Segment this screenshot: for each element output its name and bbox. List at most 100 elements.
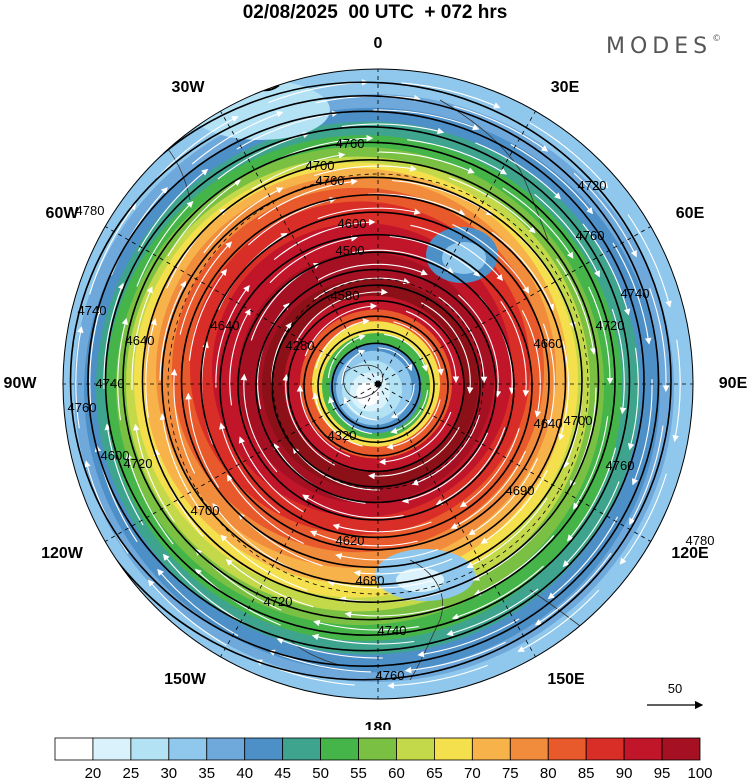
colorbar-tick-label: 60	[388, 765, 405, 782]
modes-logo-text: MODES	[606, 34, 713, 59]
contour-label-text: 4600	[101, 448, 130, 463]
streamline-87	[474, 535, 555, 596]
height-contour-6	[237, 251, 515, 521]
contour-label: 4760	[606, 458, 635, 473]
height-contour-2	[303, 315, 449, 457]
meridian-label-180: 180	[365, 720, 392, 730]
streamline-110	[311, 633, 415, 645]
colorbar-tick-label: 85	[578, 765, 595, 782]
streamline-144	[629, 425, 664, 525]
streamline-91	[145, 318, 157, 418]
latitude-circle-1	[167, 173, 589, 595]
contour-label-text: 4700	[191, 503, 220, 518]
contour-label: 4780	[76, 203, 105, 218]
streamline-52	[335, 548, 439, 561]
contour-label: 4720	[596, 318, 625, 333]
colorbar-swatch-10	[434, 737, 473, 761]
colorbar-tick-label: 50	[312, 765, 329, 782]
streamline-13	[378, 411, 452, 466]
colorbar-swatch-8	[358, 737, 397, 761]
contour-label: 4700	[191, 503, 220, 518]
forecast-title: 02/08/2025 00 UTC + 072 hrs	[242, 2, 508, 23]
streamline-149	[84, 460, 129, 554]
contour-label: 4740	[378, 623, 407, 638]
meridian-label-60e: 60E	[676, 205, 705, 222]
contour-label-text: 4620	[336, 533, 365, 548]
contour-label-text: 4700	[564, 413, 593, 428]
streamline-49	[410, 224, 504, 282]
height-contour-12	[122, 141, 616, 621]
coastline-6	[343, 364, 384, 399]
meridian-label-60w: 60W	[46, 205, 80, 222]
colorbar-tick-label: 75	[502, 765, 519, 782]
contour-label-text: 4740	[378, 623, 407, 638]
colorbar-tick-label: 40	[236, 765, 253, 782]
contour-label: 4600	[101, 448, 130, 463]
streamline-5	[390, 390, 429, 434]
streamline-141	[453, 105, 549, 152]
colorbar-tick-label: 95	[654, 765, 671, 782]
wind-speed-field	[63, 69, 693, 699]
streamline-102	[131, 286, 153, 390]
streamline-80	[159, 413, 200, 510]
streamline-14	[296, 384, 351, 458]
streamline-135	[157, 568, 239, 637]
streamline-4	[384, 333, 428, 372]
streamline-121	[417, 618, 520, 658]
meridian-label-120e: 120E	[671, 545, 709, 562]
contour-label: 4720	[578, 178, 607, 193]
streamline-12	[405, 310, 460, 384]
streamline-9	[386, 399, 441, 450]
colorbar-swatch-12	[509, 737, 549, 761]
colorbar-swatch-13	[547, 737, 587, 761]
streamline-152	[156, 116, 239, 179]
contour-label-text: 4280	[286, 338, 315, 353]
contour-label: 4780	[686, 533, 715, 548]
contour-label-text: 4500	[336, 243, 365, 258]
streamline-150	[75, 326, 84, 429]
streamline-151	[89, 203, 137, 295]
streamline-20	[438, 296, 488, 384]
streamline-71	[170, 368, 196, 474]
streamline-88	[344, 605, 445, 618]
contour-label-text: 4780	[76, 203, 105, 218]
colorbar-swatch-1	[92, 737, 132, 761]
contour-label: 4700	[564, 413, 593, 428]
streamline-89	[225, 559, 314, 608]
contour-label-text: 4760	[336, 136, 365, 151]
streamline-57	[452, 224, 530, 294]
contour-label: 4700	[306, 158, 335, 173]
wind-speed-colorbar: 20 25 30 35 40 45 50 55 60 65 70 75 80 85 90 95 100	[54, 737, 713, 782]
streamline-130	[612, 242, 652, 345]
contour-label: 4640	[126, 333, 155, 348]
contour-label-text: 4740	[621, 286, 650, 301]
colorbar-swatch-11	[471, 737, 511, 761]
height-contour-15	[69, 95, 660, 667]
streamline-81	[159, 280, 187, 381]
colorbar-tick-label: 90	[616, 765, 633, 782]
contour-label: 4320	[328, 428, 357, 443]
streamline-127	[236, 110, 339, 150]
height-contour-14	[87, 110, 645, 652]
streamline-68	[466, 497, 548, 568]
height-contour-5	[255, 268, 497, 504]
streamline-122	[276, 637, 383, 659]
streamline-53	[226, 474, 304, 544]
meridian-label-0: 0	[374, 35, 383, 52]
reference-vector: 50	[647, 681, 704, 710]
streamline-7	[327, 334, 366, 378]
colorbar-swatch-15	[623, 737, 663, 761]
streamline-46	[218, 422, 281, 514]
streamline-45	[309, 530, 418, 547]
streamline-120	[547, 516, 619, 600]
contour-label-text: 4600	[338, 216, 367, 231]
meridian-label-30w: 30W	[172, 79, 206, 96]
island-outline	[250, 79, 280, 92]
meridian-label-90e: 90E	[719, 375, 748, 392]
contour-label-text: 4760	[576, 228, 605, 243]
streamline-83	[314, 165, 417, 177]
streamline-2	[343, 396, 379, 421]
streamline-105	[407, 139, 507, 175]
streamline-126	[137, 168, 209, 252]
streamline-16	[420, 302, 474, 394]
